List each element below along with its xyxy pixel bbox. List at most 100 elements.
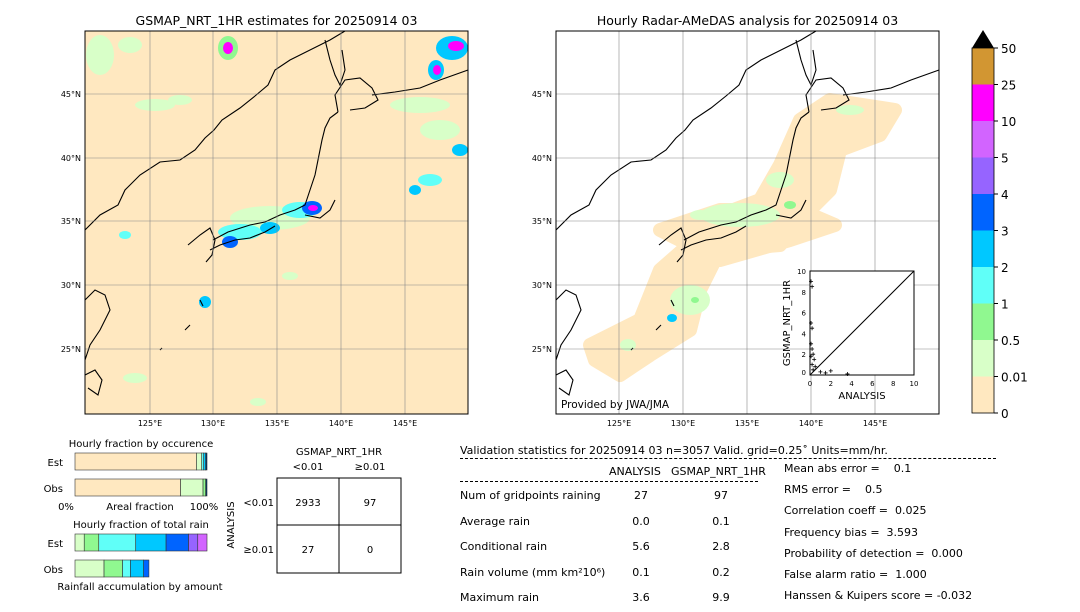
fraction-bar-segment (74, 478, 181, 497)
colorbar-segment (972, 230, 994, 267)
fraction-bar-segment (103, 559, 123, 578)
coastline (680, 225, 747, 251)
stat-gsmap: 0.1 (712, 514, 730, 528)
rain-area (691, 297, 699, 303)
fraction-bar-segment (135, 533, 167, 552)
row-label: ≥0.01 (243, 545, 274, 556)
col-label: ≥0.01 (355, 462, 386, 473)
colorbar-segment (972, 376, 994, 413)
fraction-bar-segment (197, 533, 208, 552)
lon-tick-label: 130°E (671, 419, 695, 428)
lat-tick-label: 40°N (532, 154, 552, 163)
lon-tick-label: 125°E (607, 419, 631, 428)
x-tick-0: 0% (58, 502, 74, 513)
scatter-y-tick: 10 (797, 268, 806, 276)
scatter-y-tick: 2 (802, 351, 806, 359)
colorbar-segment (972, 157, 994, 194)
rain-area (420, 120, 460, 140)
lat-tick-label: 45°N (61, 90, 81, 99)
fraction-bar-segment (205, 478, 208, 497)
score-line: False alarm ratio = 1.000 (784, 568, 927, 581)
rain-area (282, 272, 298, 280)
score-line: Correlation coeff = 0.025 (784, 504, 927, 518)
map-frame (555, 30, 940, 415)
scatter-x-tick: 4 (849, 380, 854, 388)
fraction-bar-segment (202, 478, 206, 497)
rain-area (308, 205, 318, 211)
stat-analysis: 0.0 (632, 514, 650, 528)
x-tick-100: 100% (190, 502, 219, 513)
scatter-y-tick: 4 (802, 330, 807, 338)
table-title: GSMAP_NRT_1HR (296, 447, 382, 458)
scatter-point (811, 367, 816, 372)
lat-tick-label: 25°N (532, 345, 552, 354)
rain-area (766, 172, 794, 188)
lon-tick-label: 145°E (393, 419, 417, 428)
scatter-point (811, 352, 816, 357)
stat-analysis: 3.6 (632, 591, 650, 604)
bar-xlabel: Rainfall accumulation by amount (57, 582, 222, 593)
fraction-bar-segment (122, 559, 131, 578)
stat-analysis: 5.6 (632, 540, 650, 553)
table-cell: 97 (364, 498, 377, 509)
coastline (324, 39, 346, 87)
scatter-point (810, 326, 815, 331)
rain-area (86, 35, 114, 75)
bar-title: Hourly fraction by occurence (69, 439, 213, 450)
scatter-point (810, 284, 815, 289)
coastline (334, 77, 379, 113)
fraction-bar-segment (98, 533, 137, 552)
bar-category-label: Obs (44, 565, 63, 576)
col-label: <0.01 (293, 462, 324, 473)
scatter-x-tick: 2 (829, 380, 833, 388)
coastline (84, 369, 103, 396)
lon-tick-label: 145°E (863, 419, 887, 428)
col-gsmap: GSMAP_NRT_1HR (671, 465, 766, 478)
colorbar-label: 50 (1001, 42, 1016, 56)
bar-title: Hourly fraction of total rain (73, 520, 209, 531)
rain-area (620, 339, 636, 351)
col-analysis: ANALYSIS (609, 465, 661, 478)
lon-tick-label: 130°E (201, 419, 225, 428)
fraction-bar-segment (205, 452, 208, 471)
colorbar-segment (972, 340, 994, 377)
table-cell: 27 (302, 545, 315, 556)
coastline (555, 369, 574, 396)
coastline (84, 30, 346, 231)
table-divider (460, 481, 758, 482)
score-line: Equitable threat score = -0.007 (784, 610, 957, 612)
coastline (658, 227, 687, 263)
colorbar-segment (972, 121, 994, 158)
score-line: Probability of detection = 0.000 (784, 546, 963, 560)
rain-area (784, 201, 796, 209)
rain-area (418, 174, 442, 186)
scatter-point (809, 279, 814, 284)
coastline (84, 289, 111, 361)
one-to-one-line (809, 270, 915, 376)
coastline (795, 39, 817, 87)
coastline (555, 289, 582, 361)
colorbar-segment (972, 194, 994, 231)
coastline (655, 324, 662, 331)
colorbar-extend-triangle (972, 30, 994, 48)
rain-area (667, 314, 677, 322)
score-line: Mean abs error = 0.1 (784, 462, 912, 475)
fraction-bar-segment (188, 533, 199, 552)
scatter-point (812, 357, 817, 362)
colorbar-label: 1 (1001, 298, 1009, 312)
stat-label: Num of gridpoints raining (460, 489, 601, 502)
rain-area (168, 95, 192, 105)
map-title: Hourly Radar-AMeDAS analysis for 2025091… (597, 13, 898, 28)
table-cell: 0 (367, 545, 373, 556)
coastline (199, 299, 204, 307)
scatter-y-tick: 6 (802, 310, 807, 318)
fraction-bar-segment (196, 452, 203, 471)
stat-label: Conditional rain (460, 540, 548, 553)
colorbar-label: 0 (1001, 407, 1009, 421)
scatter-point (823, 370, 828, 375)
scatter-point (809, 321, 814, 325)
lat-tick-label: 40°N (61, 154, 81, 163)
coastline (775, 199, 807, 219)
fraction-bar-segment (143, 559, 150, 578)
